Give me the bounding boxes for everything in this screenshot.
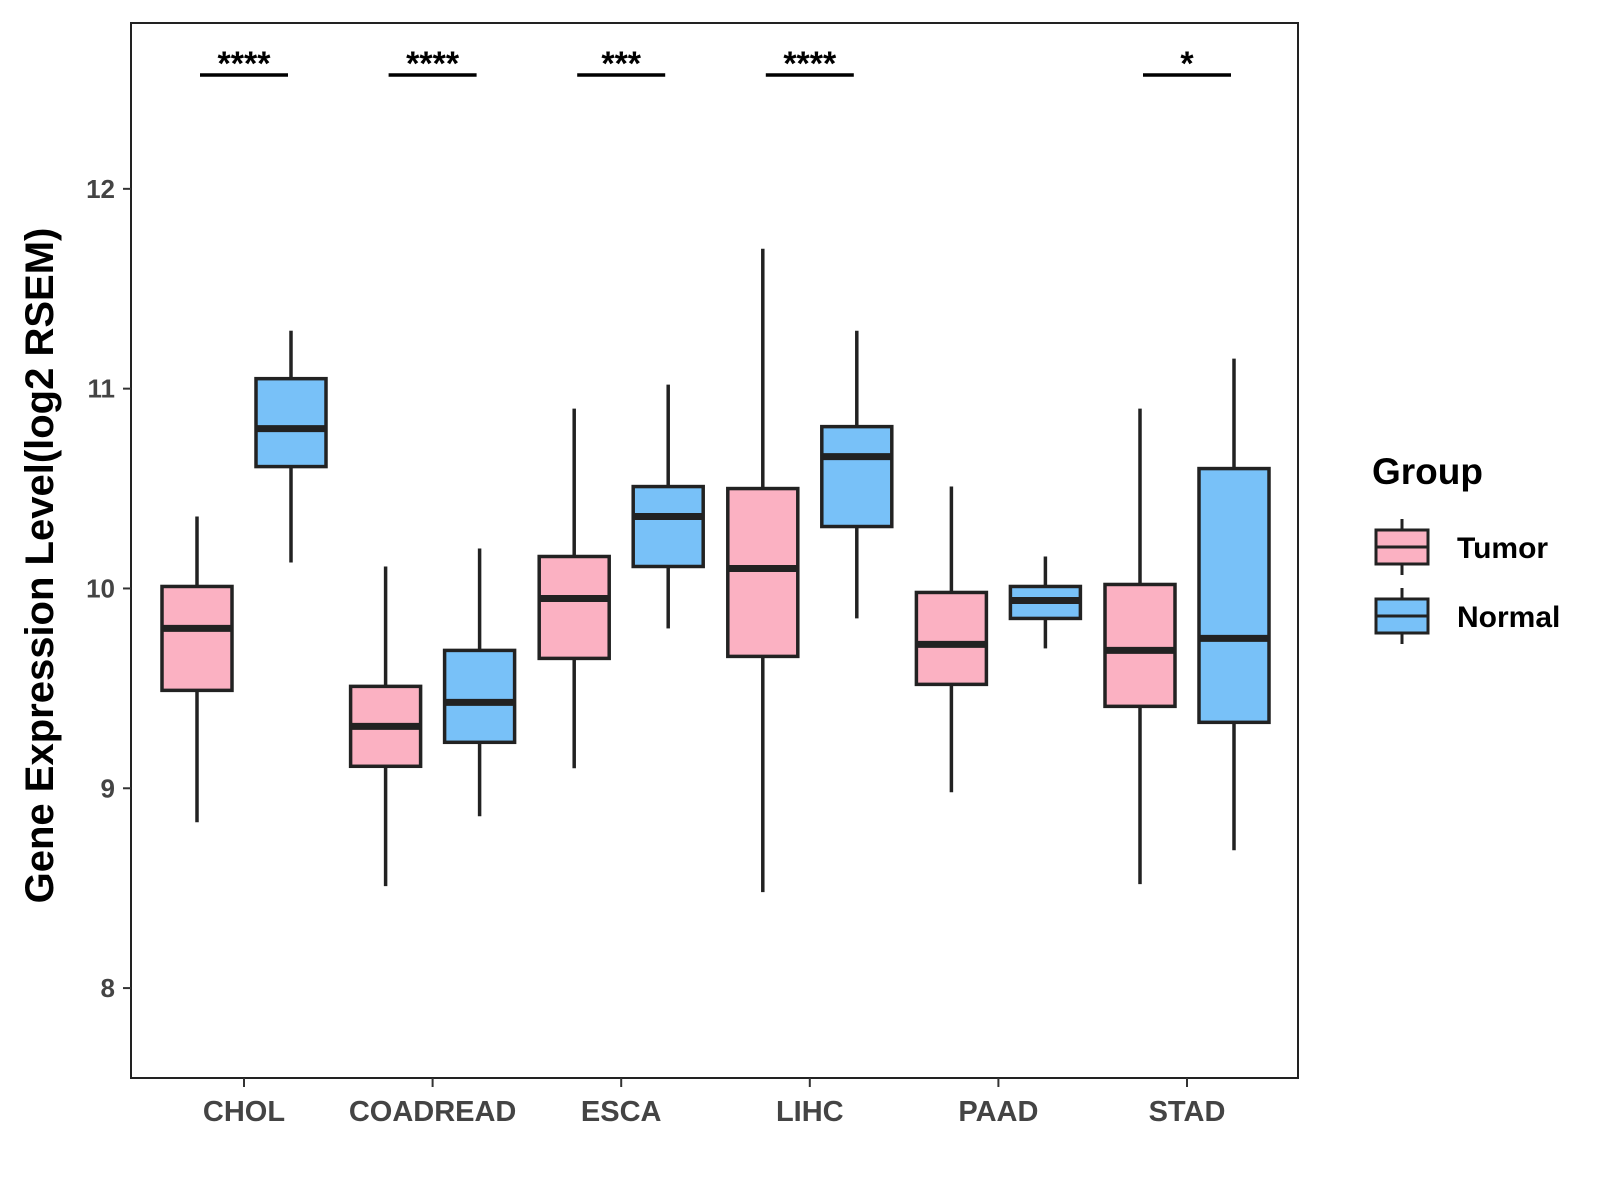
x-tick-label-esca: ESCA — [581, 1096, 662, 1128]
significance-label-lihc: **** — [783, 45, 837, 83]
significance-label-coadread: **** — [406, 45, 460, 83]
significance-label-chol: **** — [218, 45, 272, 83]
legend-label-tumor: Tumor — [1457, 532, 1548, 565]
significance-label-stad: * — [1180, 45, 1194, 83]
y-tick-label-12: 12 — [86, 174, 115, 204]
normal-coadread-box — [442, 648, 517, 745]
normal-esca-box — [631, 484, 705, 569]
normal-lihc-box — [820, 424, 894, 529]
legend-title: Group — [1372, 451, 1483, 492]
normal-stad-box — [1197, 466, 1271, 725]
normal-chol-box — [254, 376, 328, 469]
tumor-stad-box — [1103, 582, 1177, 709]
tumor-esca-box — [537, 554, 611, 661]
tumor-chol-box — [160, 584, 234, 693]
x-tick-label-paad: PAAD — [958, 1096, 1038, 1128]
tumor-lihc-box — [726, 486, 800, 659]
y-tick-label-9: 9 — [101, 773, 115, 803]
y-tick-label-8: 8 — [101, 973, 115, 1003]
y-tick-label-10: 10 — [86, 573, 115, 603]
x-tick-label-chol: CHOL — [203, 1096, 285, 1128]
legend-label-normal: Normal — [1457, 601, 1560, 634]
x-tick-label-coadread: COADREAD — [349, 1096, 517, 1128]
plot-panel — [130, 22, 1299, 1079]
tumor-paad-box — [914, 590, 989, 687]
x-tick-label-lihc: LIHC — [776, 1096, 844, 1128]
y-axis-title: Gene Expression Level(log2 RSEM) — [18, 228, 62, 904]
x-tick-label-stad: STAD — [1149, 1096, 1226, 1128]
significance-label-esca: *** — [601, 45, 641, 83]
y-tick-label-11: 11 — [88, 374, 116, 404]
